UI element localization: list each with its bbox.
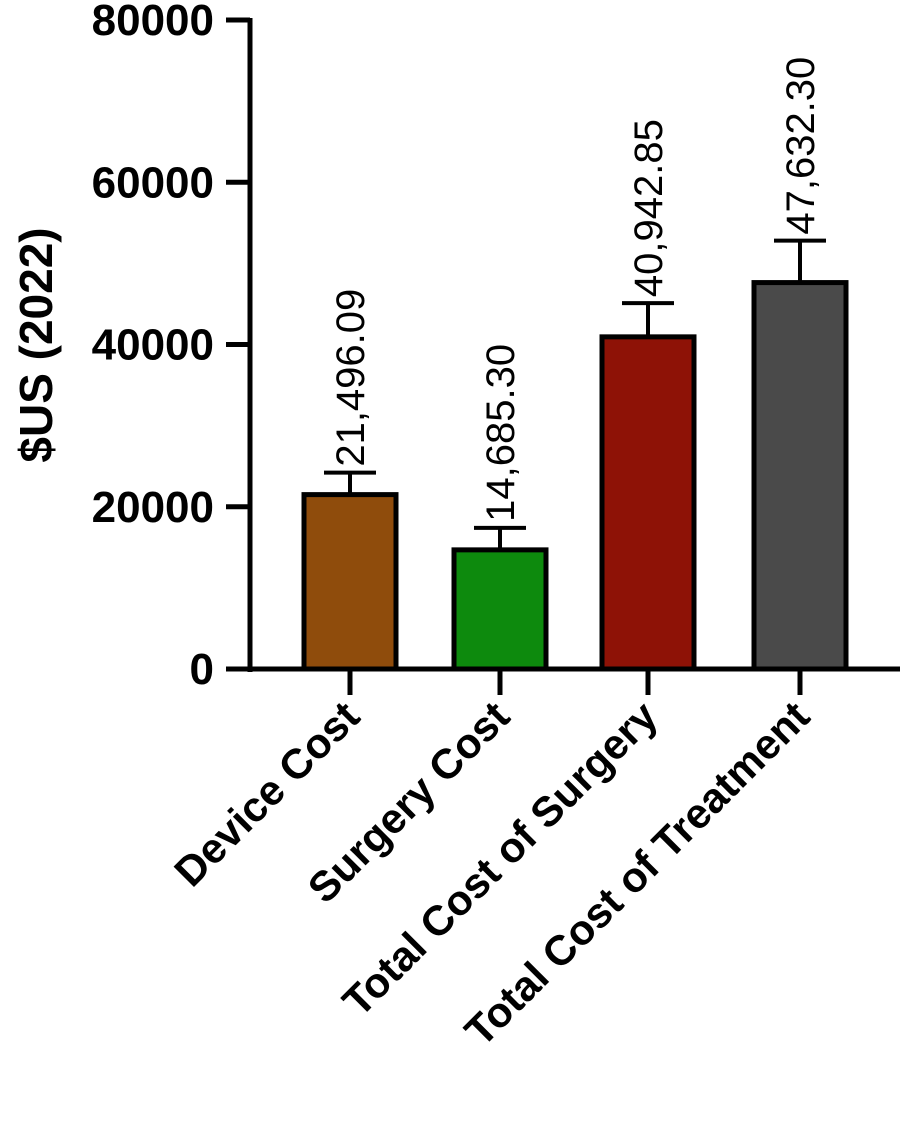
y-tick-label: 60000 (92, 158, 214, 207)
y-tick-label: 0 (190, 645, 214, 694)
y-tick-label: 20000 (92, 483, 214, 532)
data-label: 47,632.30 (779, 57, 823, 235)
data-label: 21,496.09 (329, 289, 373, 467)
y-tick-label: 40000 (92, 321, 214, 370)
y-axis-title: $US (2022) (10, 227, 62, 462)
bar (451, 547, 549, 672)
data-label: 14,685.30 (479, 344, 523, 522)
bar (599, 334, 697, 672)
data-label: 40,942.85 (627, 119, 671, 297)
bar (751, 280, 849, 672)
y-tick-label: 80000 (92, 0, 214, 45)
bar (301, 492, 399, 672)
